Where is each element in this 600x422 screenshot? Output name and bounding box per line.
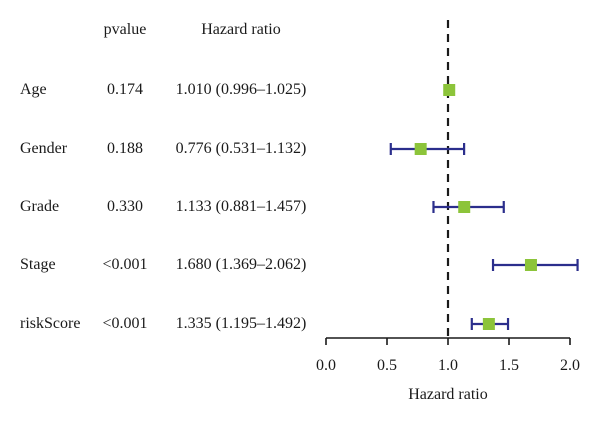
- point-estimate: [443, 84, 456, 96]
- x-axis-label: Hazard ratio: [408, 386, 488, 403]
- row-pvalue: 0.330: [107, 198, 143, 215]
- row-pvalue: <0.001: [102, 256, 148, 273]
- row-pvalue: 0.188: [107, 140, 143, 157]
- header-hazard-ratio: Hazard ratio: [201, 21, 281, 38]
- point-estimate: [414, 143, 427, 155]
- x-tick-label: 0.0: [316, 357, 336, 374]
- row-label: Gender: [20, 140, 68, 157]
- x-tick-label: 1.5: [499, 357, 519, 374]
- row-hazard-ratio: 1.010 (0.996–1.025): [175, 81, 307, 98]
- x-tick-label: 0.5: [377, 357, 397, 374]
- row-label: riskScore: [20, 315, 81, 332]
- x-tick-label: 2.0: [560, 357, 580, 374]
- row-pvalue: 0.174: [107, 81, 143, 98]
- point-estimate: [458, 201, 471, 213]
- row-hazard-ratio: 1.680 (1.369–2.062): [175, 256, 307, 273]
- point-estimate: [524, 259, 537, 271]
- row-hazard-ratio: 1.133 (0.881–1.457): [175, 198, 307, 215]
- row-label: Grade: [20, 198, 60, 215]
- row-label: Stage: [20, 256, 56, 273]
- header-pvalue: pvalue: [103, 21, 147, 38]
- row-hazard-ratio: 1.335 (1.195–1.492): [175, 315, 307, 332]
- x-tick-label: 1.0: [438, 357, 458, 374]
- point-estimate: [482, 318, 495, 330]
- row-pvalue: <0.001: [102, 315, 148, 332]
- row-hazard-ratio: 0.776 (0.531–1.132): [175, 140, 307, 157]
- row-label: Age: [20, 81, 47, 98]
